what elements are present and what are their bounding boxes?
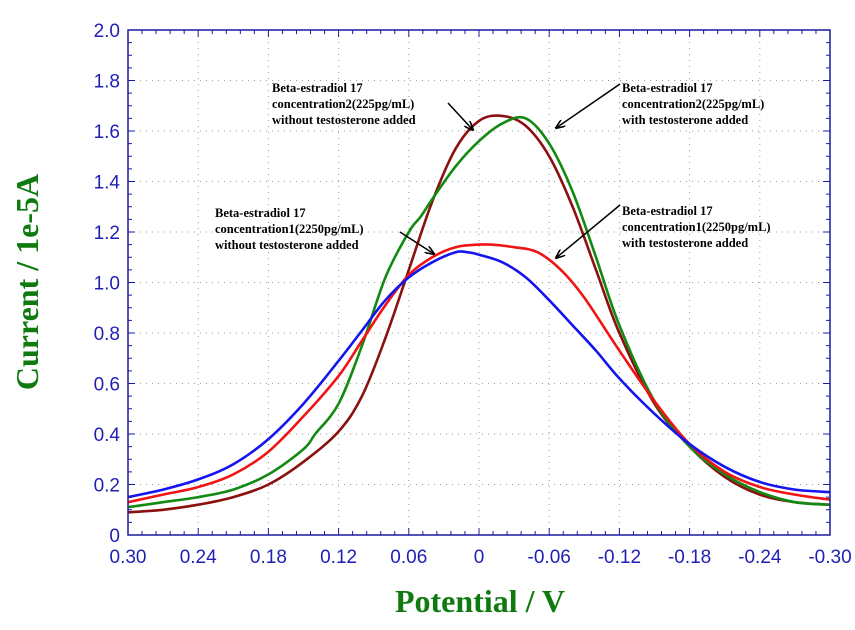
x-tick-label: -0.06 [528,547,571,568]
y-tick-label: 0.4 [94,425,121,446]
annotation-arrow [556,84,620,128]
annotation-text-line: with testosterone added [622,236,748,250]
annotation-text-line: without testosterone added [272,113,416,127]
y-tick-label: 2.0 [94,21,120,42]
annotation-text-line: concentration1(2250pg/mL) [622,220,771,234]
annotation-text-line: Beta-estradiol 17 [622,204,713,218]
x-tick-label: 0.24 [180,547,217,568]
y-axis-label: Current / 1e-5A [9,174,45,390]
x-tick-label: -0.30 [808,547,851,568]
annotation-text-line: without testosterone added [215,238,359,252]
y-tick-label: 1.8 [94,72,120,93]
annotation-text-line: concentration2(225pg/mL) [622,97,764,111]
y-tick-label: 1.6 [94,122,120,143]
x-tick-label: -0.18 [668,547,711,568]
annotations: Beta-estradiol 17 concentration2(225pg/mL… [215,81,771,258]
x-tick-label: -0.24 [738,547,782,568]
y-tick-label: 1.2 [94,223,120,244]
x-tick-labels: 0.30 0.24 0.18 0.12 0.06 0 -0.06 -0.12 -0.18 -0.2… [110,547,852,568]
y-tick-labels: 0 0.2 0.4 0.6 0.8 1.0 1.2 1.4 1.6 1.8 2.0 [94,21,121,547]
x-tick-label: 0.18 [250,547,287,568]
x-tick-label: -0.12 [598,547,641,568]
y-tick-label: 1.4 [94,173,121,194]
y-tick-label: 0.8 [94,324,120,345]
annotation-1: Beta-estradiol 17 concentration2(225pg/mL… [272,81,473,130]
series-line-1 [128,116,830,513]
annotation-text-line: Beta-estradiol 17 [272,81,363,95]
annotation-text-line: concentration1(2250pg/mL) [215,222,364,236]
x-tick-label: 0.30 [110,547,147,568]
annotation-text-line: Beta-estradiol 17 [215,206,306,220]
annotation-text-line: Beta-estradiol 17 [622,81,713,95]
y-tick-label: 0.2 [94,476,120,497]
x-tick-label: 0.12 [320,547,357,568]
x-tick-label: 0 [474,547,485,568]
x-tick-label: 0.06 [390,547,427,568]
annotation-text-line: concentration2(225pg/mL) [272,97,414,111]
annotation-arrow [448,103,473,130]
annotation-text-line: with testosterone added [622,113,748,127]
series-layer [128,116,830,513]
annotation-arrow [400,232,434,254]
y-tick-label: 1.0 [94,274,120,295]
x-axis-label: Potential / V [395,583,565,619]
y-tick-label: 0 [109,526,120,547]
y-tick-label: 0.6 [94,375,120,396]
annotation-2: Beta-estradiol 17 concentration2(225pg/mL… [556,81,764,128]
